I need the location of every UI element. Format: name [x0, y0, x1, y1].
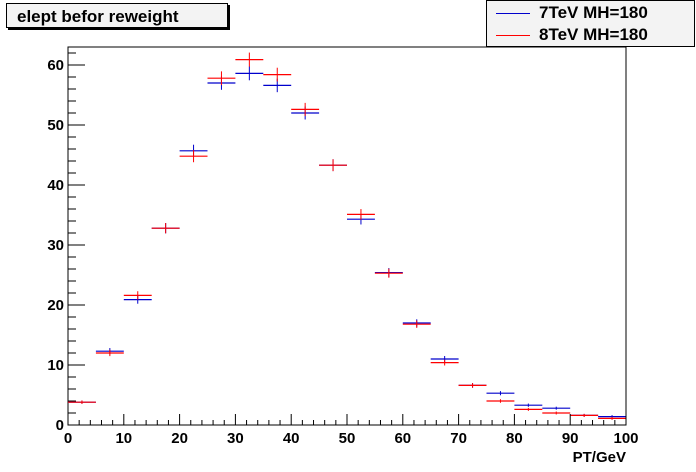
data-point: [263, 67, 292, 82]
x-tick-label: 70: [450, 430, 467, 447]
data-point: [542, 411, 571, 415]
data-point: [319, 159, 347, 172]
data-point: [179, 150, 208, 163]
x-tick-label: 0: [64, 430, 72, 447]
data-point: [542, 406, 571, 410]
axis-layer: 0 10 20 30 40 50 60 70 80 90 100 0 10 20 30 40 50 60: [47, 52, 639, 447]
data-point: [151, 223, 180, 234]
legend-line-7tev: [496, 13, 530, 14]
data-point: [430, 359, 459, 366]
x-tick-label: 30: [227, 430, 244, 447]
x-tick-label: 90: [562, 430, 579, 447]
data-point: [374, 268, 403, 278]
y-tick-label: 40: [47, 177, 64, 194]
series-layer: [68, 52, 626, 420]
data-point: [570, 413, 599, 417]
y-tick-label: 60: [47, 57, 64, 74]
x-tick-label: 20: [171, 430, 188, 447]
y-tick-label: 10: [47, 357, 64, 374]
data-point: [207, 71, 236, 86]
data-point: [347, 209, 375, 220]
data-point: [235, 66, 264, 81]
data-point: [486, 399, 515, 403]
legend: 7TeV MH=180 8TeV MH=180: [486, 0, 695, 47]
y-tick-label: 20: [47, 297, 64, 314]
x-tick-label: 60: [394, 430, 411, 447]
chart-title: elept befor reweight: [6, 3, 228, 28]
x-tick-label: 50: [339, 430, 356, 447]
data-point: [291, 102, 320, 116]
data-point: [123, 291, 152, 300]
data-point: [598, 416, 626, 420]
data-point: [95, 349, 124, 357]
data-point: [68, 400, 96, 404]
x-axis-label: PT/GeV: [573, 449, 626, 466]
data-point: [514, 407, 543, 411]
x-tick-label: 40: [283, 430, 300, 447]
data-point: [514, 403, 543, 407]
y-tick-label: 0: [56, 417, 64, 434]
x-tick-label: 10: [115, 430, 132, 447]
legend-line-8tev: [496, 35, 530, 36]
x-tick-label: 100: [613, 430, 638, 447]
legend-entry-7tev: 7TeV MH=180: [487, 2, 694, 24]
plot-frame: [67, 46, 627, 426]
data-point: [402, 320, 431, 328]
legend-label-8tev: 8TeV MH=180: [539, 25, 648, 44]
data-point: [458, 383, 487, 388]
y-tick-label: 30: [47, 237, 64, 254]
data-point: [235, 52, 264, 67]
y-tick-label: 50: [47, 117, 64, 134]
series-2: [68, 52, 626, 420]
legend-entry-8tev: 8TeV MH=180: [487, 24, 694, 46]
x-tick-label: 80: [506, 430, 523, 447]
legend-label-7tev: 7TeV MH=180: [539, 3, 648, 22]
data-point: [486, 391, 515, 396]
